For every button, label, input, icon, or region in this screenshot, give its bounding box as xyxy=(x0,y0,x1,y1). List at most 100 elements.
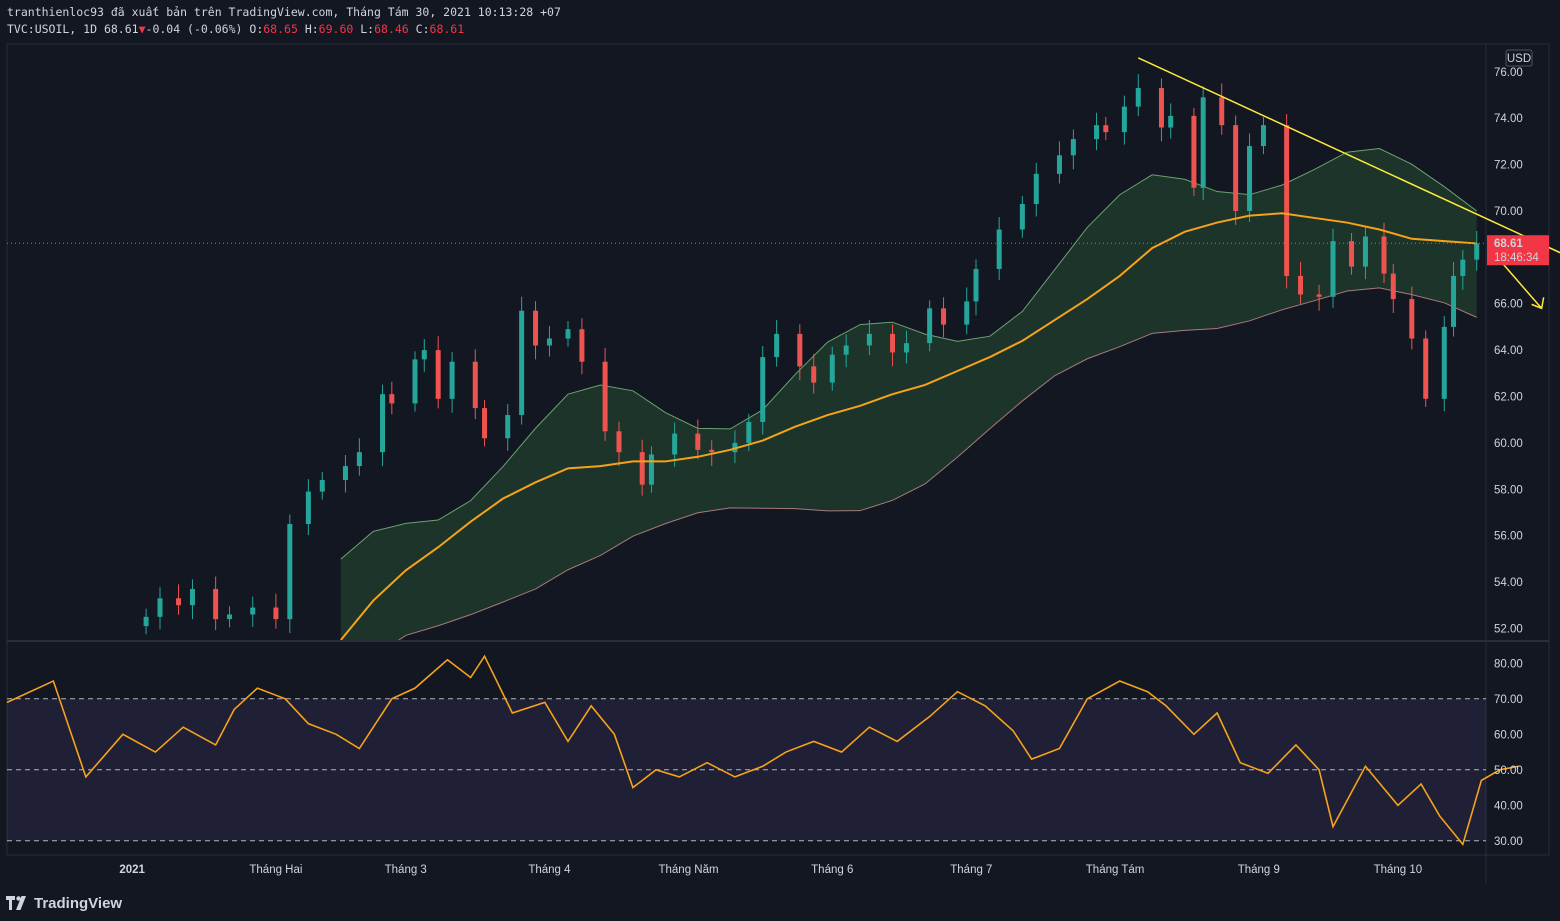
rsi-tick-label: 30.00 xyxy=(1494,836,1523,848)
candle-body xyxy=(157,598,163,617)
candle-body xyxy=(672,433,678,455)
cloud-span-b xyxy=(398,287,1477,640)
rsi-panel xyxy=(6,654,1519,847)
candle-body xyxy=(1056,155,1062,174)
low-label: L: xyxy=(360,22,375,36)
candle-body xyxy=(890,333,896,353)
candle-body xyxy=(616,431,622,453)
candle-body xyxy=(1298,275,1304,295)
candle-body xyxy=(305,491,311,525)
price-tick-label: 72.00 xyxy=(1494,160,1523,172)
candle-body xyxy=(1168,115,1174,128)
candle-body xyxy=(412,359,418,404)
candle-body xyxy=(1103,125,1109,133)
time-tick-label: Tháng 3 xyxy=(385,864,427,876)
rsi-tick-label: 80.00 xyxy=(1494,658,1523,670)
price-tag xyxy=(1487,235,1549,266)
candle-body xyxy=(579,329,585,362)
candle-body xyxy=(189,588,195,606)
candle-body xyxy=(273,607,279,620)
price-axis[interactable]: USD76.0074.0072.0070.0068.0066.0064.0062… xyxy=(1487,49,1549,848)
cloud-fill-bull xyxy=(340,148,1477,640)
open-label: O: xyxy=(249,22,264,36)
candle-body xyxy=(1409,299,1415,339)
future-cloud-bear xyxy=(1505,185,1560,282)
candle-body xyxy=(709,449,715,453)
time-tick-label: Tháng 4 xyxy=(528,864,571,876)
tradingview-logo-icon xyxy=(6,896,26,910)
time-tick-label: Tháng 7 xyxy=(950,864,992,876)
time-tick-label: Tháng Hai xyxy=(249,864,302,876)
candle-body xyxy=(505,415,511,439)
candle-body xyxy=(1390,273,1396,300)
close-value: 68.61 xyxy=(429,22,465,36)
candle-body xyxy=(1451,275,1457,327)
candle-body xyxy=(1381,236,1387,274)
candle-body xyxy=(227,614,233,620)
candle-body xyxy=(1284,125,1290,276)
price-tick-label: 56.00 xyxy=(1494,531,1523,543)
candle-body xyxy=(648,454,654,485)
candle-body xyxy=(565,329,571,339)
candle-body xyxy=(143,616,149,627)
candle-body xyxy=(176,598,182,606)
candle-body xyxy=(927,308,933,344)
candle-body xyxy=(356,452,362,467)
candle-body xyxy=(482,408,488,439)
price-tag-value: 68.61 xyxy=(1494,238,1523,250)
candle-body xyxy=(380,394,386,453)
projection-arrow-head xyxy=(1531,297,1545,310)
last-price: 68.61 xyxy=(103,22,139,36)
change-arrow: ▼ xyxy=(138,22,146,36)
candle-body xyxy=(903,343,909,353)
rsi-tick-label: 60.00 xyxy=(1494,729,1523,741)
time-tick-label: Tháng 6 xyxy=(811,864,853,876)
price-tick-label: 60.00 xyxy=(1494,438,1523,450)
time-axis[interactable]: 2021 Tháng Hai Tháng 3 Tháng 4 Tháng Năm Thán… xyxy=(119,864,1422,876)
candle-body xyxy=(1247,146,1253,211)
candle-body xyxy=(602,361,608,432)
candle-body xyxy=(449,361,455,399)
candle-body xyxy=(1121,106,1127,133)
close-label: C: xyxy=(415,22,430,36)
time-tick-label: Tháng Năm xyxy=(658,864,718,876)
symbol-ohlc-line: TVC:USOIL, 1D 68.61▼-0.04 (-0.06%) O:68.… xyxy=(7,22,464,36)
candle-body xyxy=(1233,125,1239,211)
candle-body xyxy=(421,350,427,360)
candle-body xyxy=(1460,259,1466,276)
price-tick-label: 70.00 xyxy=(1494,206,1523,218)
publish-info: tranthienloc93 đã xuất bản trên TradingV… xyxy=(7,5,561,19)
price-tick-label: 76.00 xyxy=(1494,67,1523,79)
tradingview-branding[interactable]: TradingView xyxy=(6,892,122,914)
candle-body xyxy=(435,350,441,399)
candle-body xyxy=(973,268,979,302)
time-tick-label: 2021 xyxy=(119,864,145,876)
candle-body xyxy=(1423,338,1429,399)
rsi-tick-label: 50.00 xyxy=(1494,765,1523,777)
currency-label: USD xyxy=(1507,53,1531,65)
rsi-tick-label: 70.00 xyxy=(1494,694,1523,706)
candle-body xyxy=(797,333,803,367)
candle-body xyxy=(964,301,970,325)
time-tick-label: Tháng Tám xyxy=(1086,864,1145,876)
candle-body xyxy=(213,588,219,620)
candle-body xyxy=(941,308,947,325)
candle-body xyxy=(287,524,293,620)
countdown-label: 18:46:34 xyxy=(1494,252,1539,264)
candle-body xyxy=(1330,241,1336,297)
candle-body xyxy=(533,310,539,346)
candle-body xyxy=(811,366,817,383)
candle-body xyxy=(319,479,325,492)
price-tick-label: 52.00 xyxy=(1494,623,1523,635)
candle-body xyxy=(866,333,872,346)
time-tick-label: Tháng 9 xyxy=(1238,864,1280,876)
candle-body xyxy=(1033,173,1039,205)
candle-body xyxy=(519,310,525,416)
rsi-tick-label: 40.00 xyxy=(1494,800,1523,812)
candle-body xyxy=(639,452,645,485)
symbol-label[interactable]: TVC:USOIL, 1D xyxy=(7,22,98,36)
candle-body xyxy=(1260,125,1266,147)
candle-body xyxy=(843,345,849,355)
